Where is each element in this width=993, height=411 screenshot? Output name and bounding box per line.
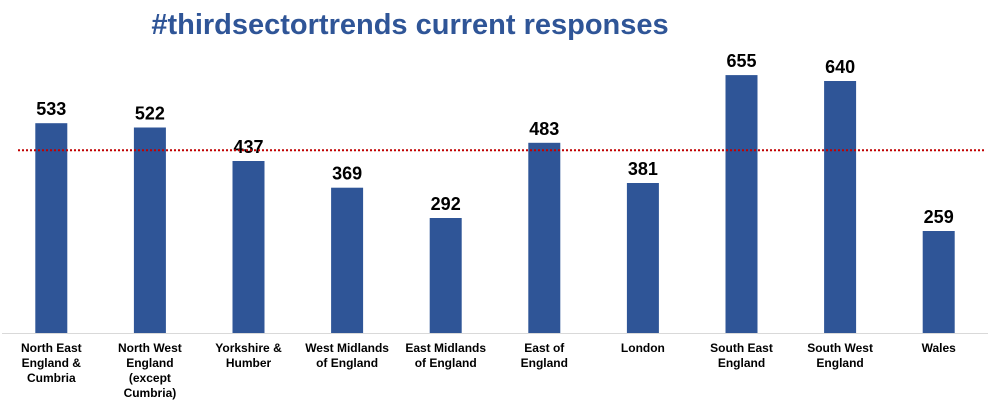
bar	[824, 81, 857, 333]
bar	[133, 127, 166, 333]
category-label: South East England	[710, 341, 773, 370]
data-label: 533	[36, 99, 66, 119]
data-label: 381	[628, 159, 658, 179]
chart-title: #thirdsectortrends current responses	[151, 9, 669, 41]
data-label: 522	[135, 104, 165, 124]
bar	[626, 183, 659, 333]
data-label: 369	[332, 164, 362, 184]
category-label: Wales	[922, 341, 957, 355]
category-label: South West England	[807, 341, 873, 370]
bar	[35, 123, 68, 333]
category-label: East Midlands of England	[405, 341, 486, 370]
data-label: 655	[726, 51, 756, 71]
bar	[232, 161, 265, 333]
bar	[922, 231, 955, 333]
category-label: West Midlands of England	[305, 341, 389, 370]
bars-layer	[35, 75, 955, 333]
category-label: London	[621, 341, 665, 355]
data-label: 259	[924, 207, 954, 227]
bar	[725, 75, 758, 333]
data-label: 640	[825, 57, 855, 77]
category-labels-layer: North East England & Cumbria North West Engl…	[21, 341, 956, 400]
data-label: 437	[233, 137, 263, 157]
data-labels-layer: 533 522 437 369 292 483 381 655 640 259	[36, 51, 953, 227]
data-label: 483	[529, 119, 559, 139]
category-label: North West England (except Cumbria)	[118, 341, 182, 400]
bar	[331, 187, 364, 333]
category-label: North East England & Cumbria	[21, 341, 82, 385]
category-label: East of England	[521, 341, 568, 370]
bar	[528, 142, 561, 333]
category-label: Yorkshire & Humber	[215, 341, 282, 370]
bar	[429, 218, 462, 333]
data-label: 292	[431, 194, 461, 214]
